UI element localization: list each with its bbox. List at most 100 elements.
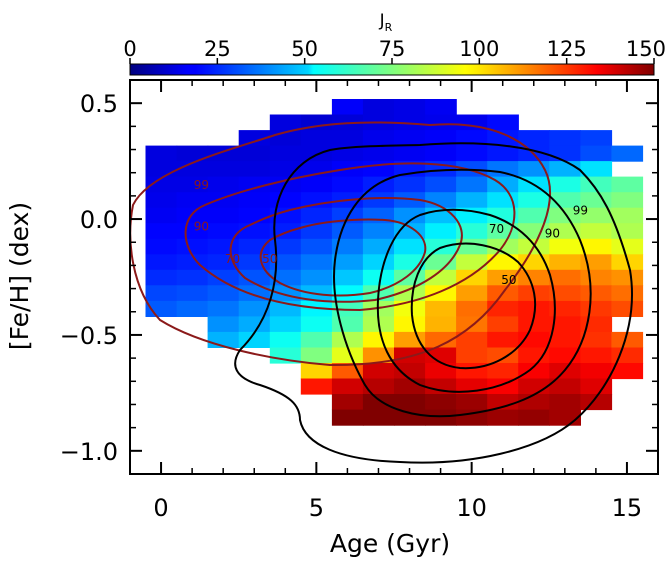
heatmap-cell bbox=[362, 331, 395, 348]
contour-label: 50 bbox=[501, 273, 516, 287]
contour-label: 99 bbox=[194, 178, 209, 192]
heatmap-cell bbox=[487, 300, 519, 317]
heatmap-cell bbox=[549, 378, 581, 395]
heatmap-cell bbox=[362, 99, 395, 116]
heatmap-cell bbox=[145, 285, 178, 302]
colorbar-tick-label: 125 bbox=[547, 37, 587, 61]
heatmap-cell bbox=[300, 130, 333, 147]
heatmap-cell bbox=[456, 285, 488, 302]
heatmap-cell bbox=[425, 99, 457, 116]
heatmap-cell bbox=[238, 316, 271, 333]
heatmap-cell bbox=[145, 254, 178, 271]
colorbar-tick-label: 50 bbox=[291, 37, 318, 61]
heatmap-cell bbox=[238, 269, 271, 286]
heatmap-cell bbox=[487, 254, 519, 271]
colorbar-label-subscript: R bbox=[385, 21, 393, 34]
heatmap-cell bbox=[176, 300, 209, 317]
heatmap-cell bbox=[518, 378, 550, 395]
heatmap-cell bbox=[611, 176, 644, 193]
heatmap-cell bbox=[611, 363, 644, 380]
heatmap-cell bbox=[394, 207, 426, 224]
heatmap-cell bbox=[425, 300, 457, 317]
heatmap-cell bbox=[487, 347, 519, 364]
heatmap-cell bbox=[207, 161, 240, 178]
heatmap-cell bbox=[456, 176, 488, 193]
heatmap-cell bbox=[300, 207, 333, 224]
contour-label: 90 bbox=[545, 227, 560, 241]
y-tick-label: 0.5 bbox=[80, 90, 118, 118]
heatmap-cell bbox=[487, 409, 519, 426]
heatmap-cell bbox=[487, 130, 519, 147]
heatmap-cell bbox=[580, 363, 613, 380]
heatmap-cell bbox=[269, 207, 302, 224]
heatmap-cell bbox=[394, 285, 426, 302]
heatmap-cell bbox=[269, 114, 302, 131]
heatmap-cell bbox=[394, 192, 426, 209]
heatmap-cell bbox=[487, 145, 519, 162]
heatmap-cell bbox=[176, 238, 209, 255]
heatmap-cell bbox=[518, 394, 550, 411]
heatmap-cell bbox=[549, 300, 581, 317]
colorbar: JR 0 25 50 75 100 125 150 bbox=[123, 11, 666, 76]
heatmap-cell bbox=[362, 223, 395, 240]
heatmap-cell bbox=[300, 223, 333, 240]
heatmap-cell bbox=[331, 347, 364, 364]
y-tick-label: −0.5 bbox=[60, 322, 118, 350]
heatmap-cell bbox=[207, 285, 240, 302]
heatmap-cell bbox=[549, 285, 581, 302]
heatmap-cell bbox=[238, 300, 271, 317]
heatmap-cell bbox=[580, 130, 613, 147]
contour-label: 70 bbox=[489, 222, 504, 236]
heatmap-cell bbox=[176, 161, 209, 178]
heatmap-cell bbox=[394, 130, 426, 147]
heatmap-cell bbox=[176, 207, 209, 224]
heatmap-cell bbox=[456, 316, 488, 333]
heatmap-cell bbox=[425, 176, 457, 193]
heatmap-cell bbox=[456, 192, 488, 209]
heatmap-cell bbox=[580, 192, 613, 209]
heatmap-cell bbox=[238, 130, 271, 147]
heatmap-cell bbox=[331, 409, 364, 426]
heatmap-cell bbox=[300, 316, 333, 333]
colorbar-gradient bbox=[129, 63, 655, 76]
plot-frame bbox=[129, 79, 659, 475]
heatmap-cell bbox=[580, 145, 613, 162]
heatmap-cell bbox=[549, 347, 581, 364]
heatmap-cell bbox=[611, 145, 644, 162]
heatmap-cell bbox=[145, 238, 178, 255]
heatmap-cell bbox=[394, 394, 426, 411]
heatmap-cell bbox=[456, 223, 488, 240]
heatmap-cell bbox=[425, 269, 457, 286]
heatmap-cell bbox=[269, 331, 302, 348]
contour-label: 70 bbox=[225, 252, 240, 266]
heatmap-cell bbox=[331, 378, 364, 395]
black-contour-70 bbox=[376, 208, 556, 393]
heatmap-cell bbox=[549, 269, 581, 286]
heatmap-cell bbox=[518, 192, 550, 209]
heatmap-cell bbox=[394, 378, 426, 395]
heatmap-cell bbox=[518, 130, 550, 147]
heatmap-cell bbox=[145, 207, 178, 224]
heatmap-cell bbox=[300, 254, 333, 271]
colorbar-label: JR bbox=[379, 11, 393, 34]
heatmap-cell bbox=[269, 145, 302, 162]
heatmap-cell bbox=[362, 145, 395, 162]
heatmap-cell bbox=[145, 176, 178, 193]
heatmap-cell bbox=[394, 114, 426, 131]
colorbar-tick-label: 150 bbox=[626, 37, 666, 61]
heatmap-cell bbox=[145, 145, 178, 162]
heatmap-cell bbox=[456, 331, 488, 348]
heatmap-cell bbox=[331, 331, 364, 348]
heatmap-cell bbox=[176, 269, 209, 286]
heatmap-cell bbox=[362, 394, 395, 411]
heatmap-cell bbox=[207, 300, 240, 317]
contour-label: 90 bbox=[194, 220, 209, 234]
heatmap-cell bbox=[300, 192, 333, 209]
heatmap-cell bbox=[487, 114, 519, 131]
x-tick-label: 0 bbox=[153, 494, 168, 522]
heatmap-cell bbox=[487, 331, 519, 348]
x-tick-label: 10 bbox=[456, 494, 487, 522]
heatmap-cell bbox=[362, 130, 395, 147]
heatmap-cell bbox=[394, 300, 426, 317]
contour-labels: 99 90 70 50 99 70 90 50 bbox=[194, 178, 588, 287]
